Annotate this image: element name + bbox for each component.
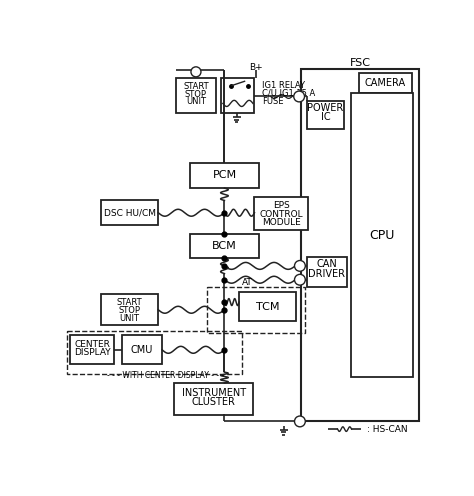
- FancyBboxPatch shape: [220, 78, 255, 114]
- Text: CPU: CPU: [370, 229, 395, 242]
- Text: UNIT: UNIT: [186, 97, 206, 106]
- FancyBboxPatch shape: [122, 335, 162, 365]
- FancyBboxPatch shape: [101, 294, 158, 325]
- FancyBboxPatch shape: [176, 78, 216, 114]
- Circle shape: [191, 67, 201, 77]
- Circle shape: [294, 416, 305, 427]
- Text: - - - WITH CENTER DISPLAY - - -: - - - WITH CENTER DISPLAY - - -: [107, 372, 224, 380]
- Text: CENTER: CENTER: [74, 340, 110, 349]
- Text: I: I: [298, 92, 301, 101]
- Text: DSC HU/CM: DSC HU/CM: [104, 208, 156, 217]
- Text: C: C: [297, 275, 303, 284]
- FancyBboxPatch shape: [70, 335, 114, 365]
- Text: IG1 RELAY: IG1 RELAY: [262, 81, 305, 90]
- Text: STOP: STOP: [118, 306, 141, 315]
- Text: DRIVER: DRIVER: [309, 268, 346, 279]
- FancyBboxPatch shape: [101, 200, 158, 225]
- Text: 25: 25: [191, 69, 201, 75]
- FancyBboxPatch shape: [174, 383, 253, 415]
- Text: CAN: CAN: [317, 259, 337, 269]
- Text: INSTRUMENT: INSTRUMENT: [182, 388, 246, 398]
- Text: : HS-CAN: : HS-CAN: [367, 425, 408, 434]
- Text: DISPLAY: DISPLAY: [73, 348, 110, 358]
- Circle shape: [294, 274, 305, 285]
- Text: MODULE: MODULE: [262, 218, 301, 227]
- FancyBboxPatch shape: [301, 69, 419, 421]
- Text: C/U IG1 15 A: C/U IG1 15 A: [262, 89, 315, 98]
- FancyBboxPatch shape: [239, 292, 296, 321]
- FancyBboxPatch shape: [352, 93, 413, 377]
- Text: PCM: PCM: [212, 170, 237, 180]
- Text: AT: AT: [242, 278, 253, 287]
- Text: FUSE: FUSE: [262, 97, 283, 106]
- FancyBboxPatch shape: [190, 163, 259, 188]
- Text: TCM: TCM: [256, 302, 279, 311]
- Text: FSC: FSC: [349, 59, 371, 68]
- Text: CAMERA: CAMERA: [365, 78, 406, 88]
- FancyBboxPatch shape: [190, 234, 259, 258]
- Text: START: START: [183, 82, 209, 91]
- Text: A: A: [297, 417, 303, 426]
- FancyBboxPatch shape: [307, 101, 344, 129]
- Text: BCM: BCM: [212, 241, 237, 251]
- Text: CONTROL: CONTROL: [260, 210, 303, 219]
- Text: EPS: EPS: [273, 201, 290, 210]
- Circle shape: [294, 91, 304, 102]
- FancyBboxPatch shape: [359, 73, 411, 93]
- Text: IC: IC: [320, 112, 330, 122]
- Text: START: START: [117, 298, 143, 308]
- FancyBboxPatch shape: [307, 256, 347, 288]
- Text: B+: B+: [249, 62, 263, 72]
- Text: POWER: POWER: [307, 103, 344, 113]
- Text: E: E: [297, 261, 303, 270]
- FancyBboxPatch shape: [255, 196, 309, 231]
- Circle shape: [294, 260, 305, 271]
- Text: CLUSTER: CLUSTER: [191, 397, 236, 407]
- Text: UNIT: UNIT: [120, 314, 140, 323]
- Text: STOP: STOP: [185, 90, 207, 99]
- Text: CMU: CMU: [131, 345, 153, 355]
